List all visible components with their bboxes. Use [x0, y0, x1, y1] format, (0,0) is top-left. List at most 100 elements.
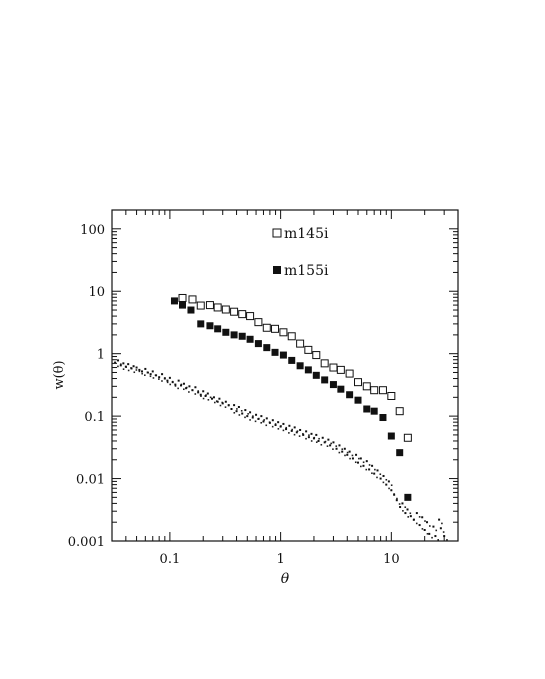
- point-m155i: [337, 385, 345, 393]
- point-dot: [438, 518, 441, 521]
- point-dot: [308, 434, 310, 436]
- point-dot: [246, 415, 249, 418]
- point-m155i: [238, 332, 246, 340]
- point-dot: [418, 516, 421, 518]
- point-dot: [409, 512, 412, 515]
- point-dot: [135, 366, 138, 369]
- point-dot: [296, 430, 299, 432]
- point-dot: [194, 386, 197, 389]
- point-dot: [158, 376, 161, 379]
- point-dot: [407, 516, 410, 518]
- point-dot: [293, 426, 296, 429]
- point-dot: [346, 451, 349, 454]
- point-dot: [241, 412, 244, 415]
- point-dot: [200, 395, 202, 397]
- point-m155i: [187, 306, 195, 314]
- point-dot: [358, 457, 360, 460]
- point-dot: [219, 404, 222, 407]
- point-dot: [390, 489, 393, 492]
- point-m145i: [403, 433, 412, 442]
- point-dot: [348, 450, 351, 453]
- point-m155i: [214, 325, 222, 333]
- point-dot: [332, 448, 334, 450]
- x-tick-label: 1: [276, 552, 284, 567]
- data-points: [114, 293, 448, 541]
- point-m145i: [271, 324, 280, 333]
- point-dot: [122, 362, 125, 365]
- point-dot: [310, 432, 313, 435]
- point-m155i: [179, 301, 187, 309]
- point-dot: [424, 520, 426, 522]
- point-dot: [204, 394, 207, 397]
- point-dot: [285, 428, 288, 431]
- point-dot: [265, 424, 268, 427]
- point-dot: [161, 380, 163, 382]
- point-m145i: [378, 386, 387, 395]
- point-dot: [262, 420, 265, 423]
- y-tick-label: 10: [88, 285, 105, 300]
- point-dot: [431, 536, 433, 539]
- point-dot: [268, 421, 271, 424]
- point-dot: [421, 516, 424, 519]
- point-m155i: [288, 356, 296, 364]
- point-dot: [406, 508, 409, 511]
- point-dot: [130, 367, 133, 370]
- point-dot: [277, 421, 280, 424]
- point-dot: [158, 378, 160, 380]
- point-dot: [271, 419, 274, 422]
- point-dot: [155, 374, 158, 377]
- point-dot: [144, 367, 147, 370]
- point-dot: [207, 398, 210, 401]
- point-dot: [365, 460, 368, 463]
- point-dot: [210, 397, 213, 400]
- point-dot: [360, 465, 362, 468]
- y-tick-label: 0.001: [68, 535, 105, 550]
- point-dot: [290, 429, 293, 432]
- point-m145i: [279, 328, 288, 337]
- point-dot: [271, 425, 274, 428]
- point-dot: [194, 393, 197, 395]
- point-dot: [180, 384, 183, 387]
- point-m155i: [404, 493, 412, 501]
- point-dot: [338, 444, 341, 447]
- point-dot: [310, 440, 313, 442]
- axis-ticks: 0.1 1 10 0.001 0.01 0.1 1 10 100: [68, 209, 459, 567]
- point-dot: [359, 457, 362, 460]
- y-tick-label: 1: [97, 348, 105, 363]
- point-dot: [166, 379, 169, 382]
- point-dot: [327, 438, 330, 441]
- point-m145i: [345, 369, 354, 378]
- point-m155i: [321, 376, 329, 384]
- point-dot: [199, 393, 202, 396]
- point-dot: [432, 525, 435, 528]
- point-dot: [177, 379, 180, 382]
- point-dot: [230, 408, 233, 411]
- point-dot: [343, 447, 346, 450]
- point-m145i: [296, 339, 305, 348]
- point-dot: [446, 539, 448, 541]
- point-dot: [133, 371, 136, 374]
- point-dot: [249, 419, 251, 421]
- point-dot: [382, 474, 385, 477]
- point-dot: [212, 396, 215, 399]
- point-m145i: [205, 301, 214, 310]
- point-dot: [437, 539, 439, 541]
- point-m155i: [312, 371, 320, 379]
- point-dot: [435, 529, 438, 532]
- point-m155i: [329, 381, 337, 389]
- point-dot: [298, 435, 301, 437]
- point-dot: [252, 415, 254, 417]
- point-dot: [335, 445, 338, 447]
- point-m145i: [196, 301, 205, 310]
- point-dot: [351, 457, 354, 460]
- point-dot: [174, 383, 177, 386]
- point-dot: [362, 464, 365, 467]
- point-dot: [404, 506, 407, 509]
- point-dot: [285, 426, 288, 429]
- point-dot: [354, 461, 357, 464]
- point-dot: [401, 502, 404, 505]
- y-tick-label: 100: [80, 223, 105, 238]
- point-m155i: [222, 328, 230, 336]
- point-dot: [368, 464, 371, 466]
- point-dot: [254, 420, 257, 423]
